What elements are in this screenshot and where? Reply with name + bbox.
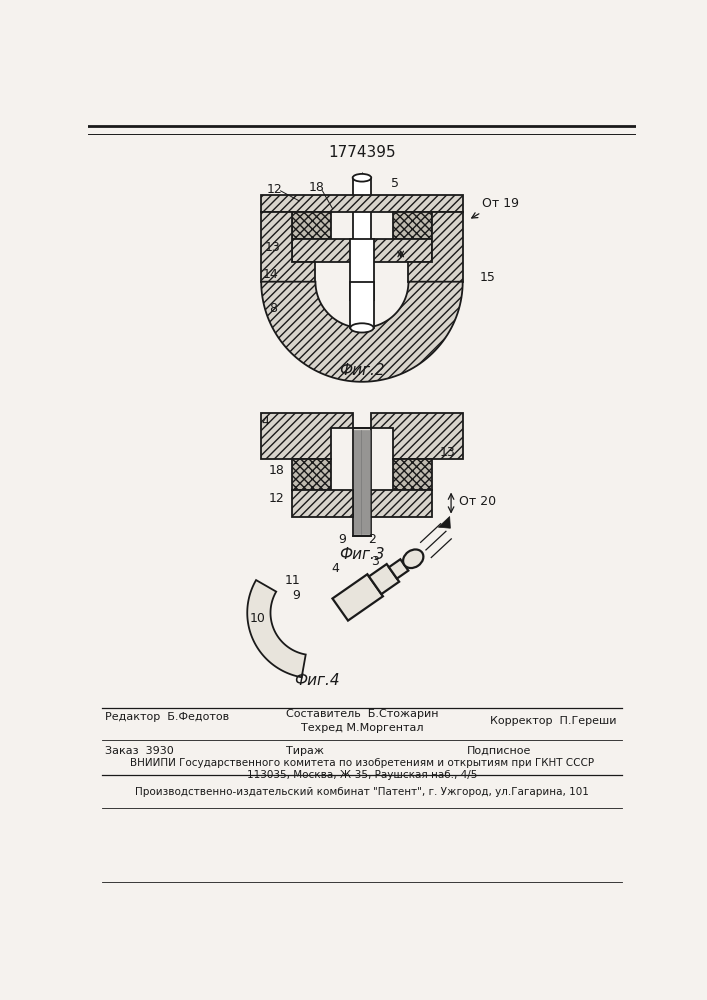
- Polygon shape: [369, 564, 399, 594]
- Text: 13: 13: [265, 241, 281, 254]
- Polygon shape: [261, 282, 462, 382]
- Polygon shape: [332, 574, 383, 621]
- Text: Подписное: Подписное: [467, 746, 532, 756]
- Bar: [353, 178, 371, 259]
- Text: 3: 3: [371, 555, 379, 568]
- Text: 113035, Москва, Ж-35, Раушская наб., 4/5: 113035, Москва, Ж-35, Раушская наб., 4/5: [247, 770, 477, 780]
- Text: 11: 11: [284, 574, 300, 587]
- Bar: [292, 459, 331, 490]
- Text: 9: 9: [292, 589, 300, 602]
- Polygon shape: [438, 516, 450, 528]
- Bar: [261, 195, 462, 212]
- Text: ВНИИПИ Государственного комитета по изобретениям и открытиям при ГКНТ СССР: ВНИИПИ Государственного комитета по изоб…: [130, 758, 594, 768]
- Text: 12: 12: [267, 183, 282, 196]
- Text: Фиг.2: Фиг.2: [339, 363, 385, 378]
- Bar: [351, 282, 373, 328]
- Bar: [353, 428, 371, 536]
- Bar: [371, 490, 432, 517]
- Bar: [292, 239, 353, 262]
- Text: Корректор  П.Гереши: Корректор П.Гереши: [490, 716, 617, 726]
- Polygon shape: [247, 580, 305, 677]
- Text: 18: 18: [309, 181, 325, 194]
- Text: Заказ  3930: Заказ 3930: [105, 746, 174, 756]
- Ellipse shape: [403, 549, 423, 568]
- Text: 4: 4: [261, 415, 269, 428]
- Text: Составитель  Б.Стожарин: Составитель Б.Стожарин: [286, 709, 438, 719]
- Ellipse shape: [353, 174, 371, 182]
- Text: 1774395: 1774395: [328, 145, 396, 160]
- Polygon shape: [261, 413, 353, 459]
- Text: Фиг.4: Фиг.4: [294, 673, 340, 688]
- Ellipse shape: [351, 323, 373, 333]
- Text: 2: 2: [368, 533, 376, 546]
- Text: 13: 13: [440, 446, 455, 459]
- Text: 12: 12: [269, 492, 284, 505]
- Polygon shape: [409, 212, 462, 282]
- Text: 10: 10: [250, 612, 265, 625]
- Text: Редактор  Б.Федотов: Редактор Б.Федотов: [105, 712, 230, 722]
- Bar: [292, 490, 353, 517]
- Polygon shape: [261, 212, 315, 282]
- Bar: [393, 459, 432, 490]
- Bar: [351, 239, 373, 300]
- Text: 4: 4: [331, 562, 339, 575]
- Text: Тираж: Тираж: [286, 746, 325, 756]
- Text: 9: 9: [339, 533, 346, 546]
- Polygon shape: [371, 413, 462, 459]
- Text: 14: 14: [262, 267, 279, 280]
- Text: От 19: От 19: [482, 197, 519, 210]
- Bar: [393, 212, 432, 239]
- Bar: [371, 239, 432, 262]
- Text: Техред М.Моргентал: Техред М.Моргентал: [300, 723, 423, 733]
- Text: Фиг.3: Фиг.3: [339, 547, 385, 562]
- Polygon shape: [389, 559, 409, 579]
- Text: Производственно-издательский комбинат "Патент", г. Ужгород, ул.Гагарина, 101: Производственно-издательский комбинат "П…: [135, 787, 589, 797]
- Bar: [292, 212, 331, 239]
- Text: 18: 18: [269, 464, 284, 477]
- Text: 5: 5: [390, 177, 399, 190]
- Text: 15: 15: [480, 271, 496, 284]
- Text: От 20: От 20: [459, 495, 496, 508]
- Text: 8: 8: [269, 302, 277, 315]
